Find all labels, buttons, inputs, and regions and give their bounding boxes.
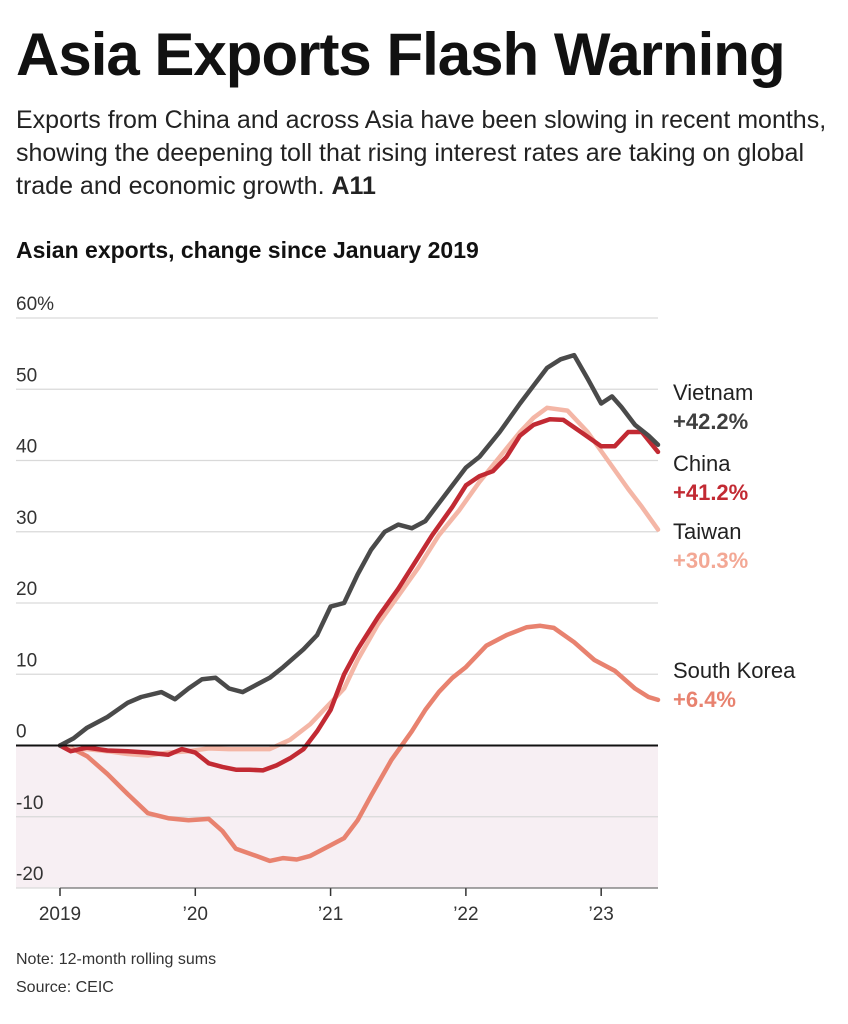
series-label-south-korea: South Korea [673,658,796,683]
y-tick-label: -20 [16,864,43,885]
series-value-taiwan: +30.3% [673,548,748,573]
series-value-china: +41.2% [673,480,748,505]
line-chart: 60% 50 40 30 20 10 0 -10 -20 2019 ’20 ’21 ’22 ’23 Vi… [16,294,796,925]
headline: Asia Exports Flash Warning [16,21,786,88]
x-tick-label: ’21 [318,904,343,925]
series-label-taiwan: Taiwan [673,519,741,544]
chart-note: Note: 12-month rolling sums [16,951,217,968]
x-tick-label: ’23 [588,904,613,925]
x-tick-label: ’20 [183,904,208,925]
series-lines [16,352,661,864]
chart-source: Source: CEIC [16,979,114,996]
series-labels: Vietnam +42.2% China +41.2% Taiwan +30.3% Sout… [673,380,796,712]
dek-text: Exports from China and across Asia have … [16,106,827,200]
series-value-south-korea: +6.4% [673,687,736,712]
x-axis: 2019 ’20 ’21 ’22 ’23 [39,887,658,925]
series-value-vietnam: +42.2% [673,409,748,434]
y-tick-label: 30 [16,508,37,529]
y-tick-label: 50 [16,365,37,386]
y-tick-label: 10 [16,650,37,671]
chart-title: Asian exports, change since January 2019 [16,237,479,263]
y-tick-label: -10 [16,793,43,814]
series-line-vietnam [57,352,661,748]
y-tick-label: 60% [16,294,54,315]
series-line-china [57,416,661,773]
series-line-south-korea [57,623,661,864]
y-tick-label: 0 [16,722,27,743]
x-tick-label: ’22 [453,904,478,925]
dek: Exports from China and across Asia have … [16,104,841,203]
dek-page-ref: A11 [331,172,376,200]
series-label-vietnam: Vietnam [673,380,753,405]
y-tick-label: 40 [16,437,37,458]
y-axis: 60% 50 40 30 20 10 0 -10 -20 [16,294,54,885]
series-label-china: China [673,451,731,476]
x-tick-label: 2019 [39,904,81,925]
y-tick-label: 20 [16,579,37,600]
